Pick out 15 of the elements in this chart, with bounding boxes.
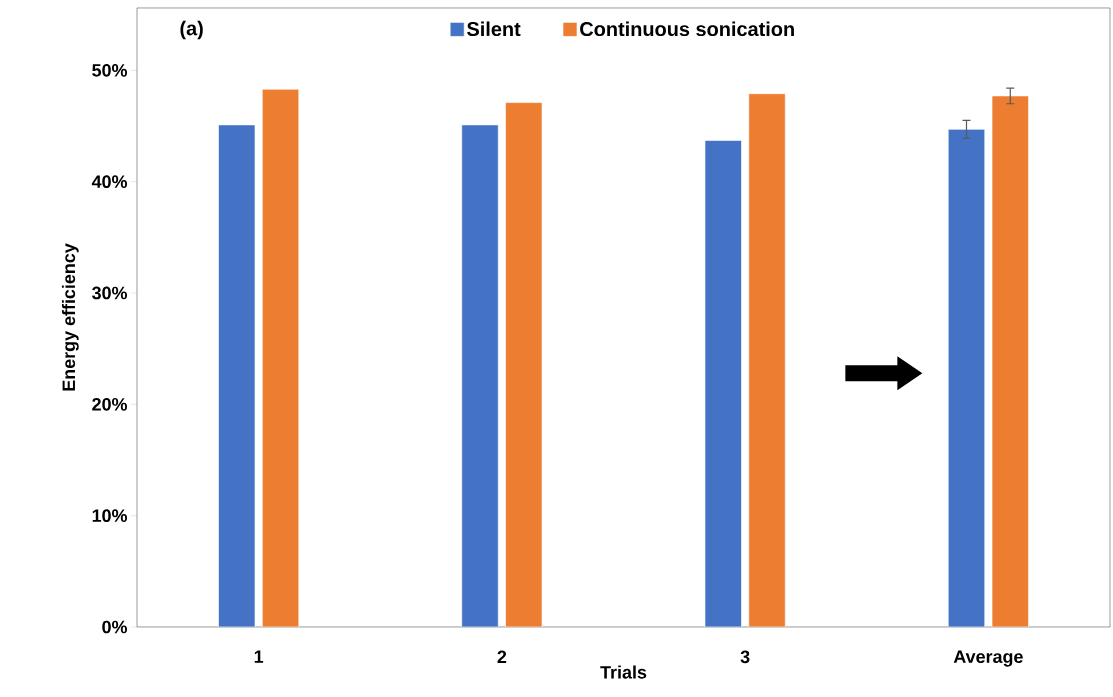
y-tick-label: 50% [92,63,128,77]
y-axis-title: Energy efficiency [61,243,79,391]
x-tick-label: 3 [740,650,750,664]
y-tick-label: 30% [92,286,128,300]
legend-label: Silent [467,21,521,37]
annotation: (a) [180,20,203,40]
y-tick-label: 10% [92,509,128,522]
x-tick-label: Average [953,650,1023,667]
x-tick-label: 1 [254,650,264,663]
y-tick-label: 0% [102,620,128,634]
y-tick-label: 40% [91,175,128,189]
x-tick-label: 2 [497,650,507,664]
legend-label: Continuous sonication [580,21,794,37]
x-axis-title: Trials [600,665,647,679]
y-tick-label: 20% [92,397,128,411]
